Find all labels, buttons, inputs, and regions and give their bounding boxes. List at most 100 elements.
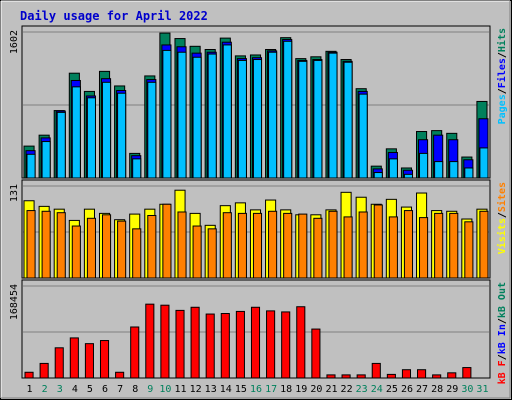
bar-sites-day-1: [26, 210, 36, 279]
bar-kbf-day-11: [175, 309, 185, 379]
bar-kbf-day-20: [311, 328, 321, 379]
legend-item-0: Visits: [496, 218, 508, 254]
bar-kbf-day-2: [39, 362, 49, 379]
bar-kbf-day-3: [54, 347, 64, 379]
bar-pages-day-24: [373, 172, 383, 179]
x-label-day-3: 3: [57, 384, 63, 395]
x-label-day-23: 23: [356, 384, 368, 395]
x-label-day-7: 7: [117, 384, 123, 395]
bar-kbf-day-26: [401, 369, 412, 379]
bar-sites-day-15: [237, 212, 247, 279]
bar-pages-day-20: [313, 59, 323, 179]
chart-title: Daily usage for April 2022: [20, 9, 208, 23]
bar-sites-day-3: [56, 212, 66, 279]
bar-sites-day-27: [419, 217, 429, 279]
legend-item-1: /: [497, 212, 508, 218]
bar-kbf-day-8: [130, 326, 140, 379]
bar-sites-day-13: [207, 228, 217, 279]
panel-requests-ymax-label: 1602: [9, 30, 20, 54]
bar-sites-day-6: [101, 214, 112, 279]
x-label-day-26: 26: [401, 384, 413, 395]
bar-sites-day-21: [328, 210, 338, 279]
bar-pages-day-13: [207, 53, 217, 179]
bar-sites-day-14: [222, 212, 232, 279]
bar-kbf-day-18: [281, 311, 291, 379]
x-label-day-30: 30: [461, 384, 473, 395]
bar-sites-day-10: [162, 203, 172, 279]
legend-item-0: Pages: [497, 94, 508, 124]
bar-kbf-day-1: [24, 371, 34, 379]
legend-item-1: /: [497, 88, 508, 94]
bar-pages-day-31: [479, 147, 489, 179]
bar-sites-day-23: [358, 211, 368, 279]
bar-kbf-day-5: [84, 343, 94, 379]
bar-kbf-day-16: [250, 306, 261, 379]
bar-kbf-day-7: [115, 371, 125, 379]
panel-volume: 168454 kB F/kB In/kB Out: [9, 279, 508, 384]
x-label-day-18: 18: [280, 384, 292, 395]
bar-sites-day-2: [41, 210, 51, 279]
bar-kbf-day-19: [296, 306, 306, 379]
legend-item-0: kB F: [497, 360, 508, 384]
bar-pages-day-30: [464, 167, 474, 179]
bar-pages-day-6: [101, 81, 112, 179]
bar-kbf-day-10: [160, 304, 170, 379]
panel-volume-legend: kB F/kB In/kB Out: [497, 282, 508, 384]
x-label-day-29: 29: [446, 384, 458, 395]
bar-kbf-day-25: [386, 373, 396, 379]
x-label-day-13: 13: [205, 384, 217, 395]
bar-pages-day-1: [26, 153, 36, 179]
legend-item-3: /: [497, 52, 508, 58]
x-label-day-5: 5: [87, 384, 93, 395]
x-label-day-21: 21: [325, 384, 337, 395]
x-label-day-8: 8: [132, 384, 138, 395]
legend-item-4: kB Out: [497, 282, 508, 318]
bar-pages-day-8: [132, 158, 142, 179]
x-label-day-15: 15: [235, 384, 247, 395]
bar-kbf-day-13: [205, 313, 215, 379]
legend-item-3: /: [497, 318, 508, 324]
bar-sites-day-24: [373, 204, 383, 279]
x-label-day-22: 22: [341, 384, 353, 395]
bar-pages-day-25: [388, 158, 398, 179]
bar-pages-day-16: [252, 59, 263, 179]
bar-pages-day-28: [434, 161, 444, 179]
x-label-day-27: 27: [416, 384, 428, 395]
bar-pages-day-11: [177, 51, 187, 179]
x-label-day-17: 17: [265, 384, 277, 395]
bar-kbf-day-27: [417, 369, 427, 379]
x-label-day-14: 14: [220, 384, 232, 395]
bar-sites-day-9: [147, 214, 157, 279]
x-label-day-31: 31: [476, 384, 488, 395]
bar-kbf-day-22: [341, 374, 351, 379]
x-label-day-24: 24: [371, 384, 383, 395]
bar-kbf-day-6: [99, 340, 110, 379]
legend-item-1: /: [497, 354, 508, 360]
x-label-day-4: 4: [72, 384, 78, 395]
bar-pages-day-29: [449, 161, 459, 179]
bar-kbf-day-28: [432, 374, 442, 379]
bar-sites-day-19: [298, 213, 308, 279]
bar-kbf-day-29: [447, 372, 457, 379]
bar-sites-day-29: [449, 212, 459, 279]
x-label-day-1: 1: [27, 384, 33, 395]
bar-pages-day-10: [162, 49, 172, 179]
bar-pages-day-22: [343, 61, 353, 179]
bar-pages-day-5: [86, 97, 96, 179]
bar-pages-day-15: [237, 59, 247, 179]
x-label-day-2: 2: [42, 384, 48, 395]
legend-item-2: Files: [496, 58, 508, 88]
bar-sites-day-17: [268, 210, 278, 279]
x-label-day-28: 28: [431, 384, 443, 395]
bar-pages-day-27: [419, 152, 429, 179]
legend-item-4: Hits: [496, 28, 508, 52]
panel-volume-ymax-label: 168454: [9, 284, 20, 320]
x-label-day-9: 9: [147, 384, 153, 395]
x-label-day-6: 6: [102, 384, 108, 395]
bar-sites-day-25: [388, 216, 398, 279]
bar-kbf-day-12: [190, 306, 200, 379]
x-label-day-11: 11: [174, 384, 186, 395]
bar-kbf-day-17: [266, 310, 276, 379]
panel-visits-ymax-label: 131: [9, 184, 20, 202]
